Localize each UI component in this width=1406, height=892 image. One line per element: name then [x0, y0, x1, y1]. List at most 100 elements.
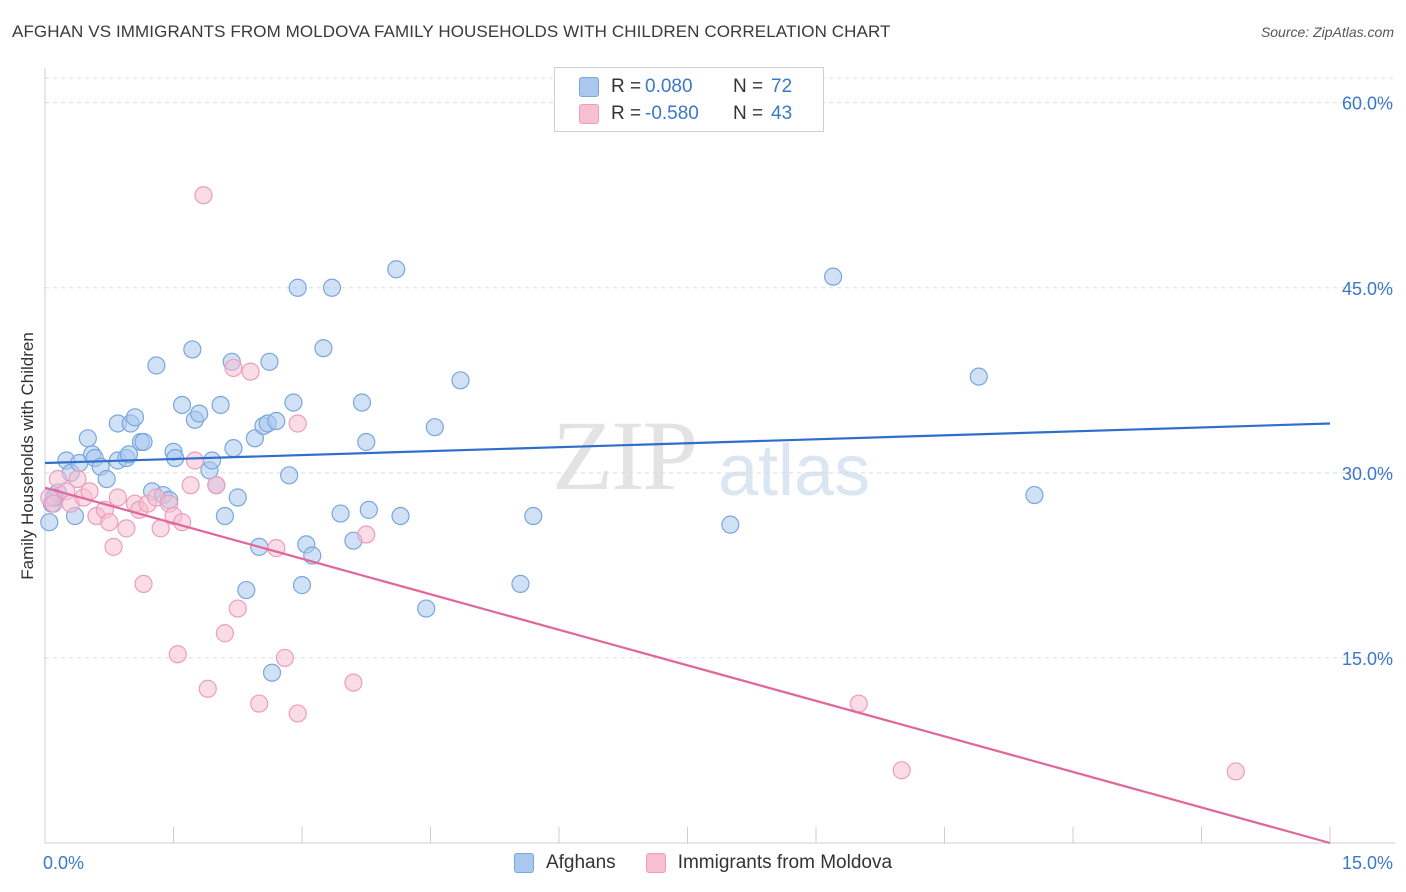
afghan-point: [721, 515, 740, 534]
moldova-point: [185, 451, 205, 470]
moldova-point: [250, 694, 269, 713]
legend-n-label: N =: [733, 76, 764, 97]
afghan-point: [322, 278, 342, 297]
afghan-point: [331, 504, 350, 523]
afghan-point: [969, 367, 988, 386]
afghan-point: [134, 432, 153, 452]
legend-label-afghans: Afghans: [545, 852, 616, 873]
afghan-trend-line: [44, 422, 1331, 465]
x-tick-label: 0.0%: [43, 853, 84, 873]
moldova-point: [1226, 762, 1245, 781]
afghan-point: [211, 395, 230, 415]
moldova-point: [194, 186, 213, 205]
y-tick-label: 15.0%: [1342, 649, 1393, 669]
afghan-point: [417, 599, 436, 618]
afghan-point: [215, 506, 234, 526]
moldova-point: [181, 476, 200, 495]
moldova-point: [198, 679, 217, 698]
afghan-point: [97, 469, 116, 489]
moldova-trend-line: [44, 486, 1331, 845]
moldova-point: [275, 648, 294, 668]
legend-swatch-afghans: [579, 77, 599, 97]
x-tick-label: 15.0%: [1342, 853, 1393, 873]
legend-item-afghans[interactable]: Afghans: [513, 852, 616, 874]
source-label: Source: ZipAtlas.com: [1260, 24, 1394, 40]
afghan-point: [228, 488, 247, 507]
moldova-point: [168, 645, 187, 664]
legend-row-moldova: R = -0.580 N = 43: [579, 101, 792, 127]
moldova-point: [288, 414, 307, 433]
afghan-point: [280, 466, 299, 485]
afghan-point: [288, 278, 307, 297]
moldova-point: [357, 525, 376, 544]
y-tick-label: 60.0%: [1342, 94, 1393, 114]
afghan-point: [425, 418, 444, 437]
afghan-point: [183, 340, 202, 359]
legend-n-label: N =: [733, 103, 764, 124]
afghan-point: [190, 404, 209, 423]
legend-r-value: -0.580: [645, 103, 699, 124]
legend-r-value: 0.080: [645, 76, 693, 97]
legend-swatch-moldova: [579, 104, 599, 124]
moldova-point: [241, 362, 260, 381]
afghan-point: [292, 576, 312, 595]
series-legend: Afghans Immigrants from Moldova: [0, 852, 1406, 874]
moldova-point: [44, 494, 63, 513]
moldova-point: [215, 624, 234, 643]
afghan-point: [824, 267, 843, 286]
moldova-point: [892, 761, 911, 780]
afghan-point: [245, 429, 264, 448]
moldova-point: [849, 694, 868, 713]
afghan-point: [237, 580, 256, 600]
legend-swatch-moldova: [645, 853, 666, 873]
moldova-point: [228, 599, 247, 618]
afghan-point: [224, 439, 243, 458]
y-tick-label: 30.0%: [1342, 464, 1393, 484]
y-axis-label: Family Households with Children: [18, 332, 37, 580]
legend-item-moldova[interactable]: Immigrants from Moldova: [645, 852, 893, 874]
legend-row-afghans: R = 0.080 N = 72: [579, 74, 792, 100]
legend-n-value: 43: [771, 103, 793, 124]
moldova-point: [104, 537, 123, 556]
moldova-point: [117, 519, 136, 538]
afghan-point: [125, 408, 145, 427]
afghan-point: [172, 395, 192, 415]
afghan-point: [284, 393, 303, 412]
afghan-point: [202, 451, 222, 470]
legend-label-moldova: Immigrants from Moldova: [677, 852, 893, 873]
moldova-point: [224, 358, 243, 378]
moldova-point: [48, 469, 67, 489]
legend-n-value: 72: [771, 76, 793, 97]
legend-r-label: R =: [611, 76, 642, 97]
stats-legend: R = 0.080 N = 72 R = -0.580 N = 43: [554, 67, 824, 132]
y-tick-label: 45.0%: [1342, 279, 1393, 299]
afghan-point: [391, 506, 410, 526]
afghan-point: [78, 429, 97, 448]
afghan-point: [1025, 485, 1044, 505]
moldova-point: [108, 488, 127, 507]
afghan-point: [267, 411, 286, 431]
legend-r-label: R =: [611, 103, 642, 124]
afghan-point: [524, 506, 543, 526]
afghan-point: [359, 500, 378, 519]
legend-swatch-afghans: [513, 853, 534, 873]
moldova-point: [344, 673, 363, 692]
watermark-zip: ZIP: [552, 400, 698, 511]
moldova-point: [68, 469, 87, 489]
afghan-point: [260, 352, 279, 371]
moldova-point: [288, 704, 307, 723]
moldova-point: [100, 513, 119, 532]
afghan-point: [357, 432, 376, 452]
afghan-point: [119, 445, 139, 464]
chart-title: AFGHAN VS IMMIGRANTS FROM MOLDOVA FAMILY…: [12, 22, 891, 41]
afghan-point: [262, 663, 282, 682]
afghan-point: [511, 574, 530, 593]
afghan-point: [451, 371, 470, 390]
afghan-point: [147, 356, 166, 375]
moldova-point: [134, 574, 153, 593]
afghan-point: [387, 260, 406, 279]
moldova-point: [207, 476, 226, 495]
afghan-point: [40, 513, 59, 532]
watermark-atlas: atlas: [718, 431, 871, 511]
